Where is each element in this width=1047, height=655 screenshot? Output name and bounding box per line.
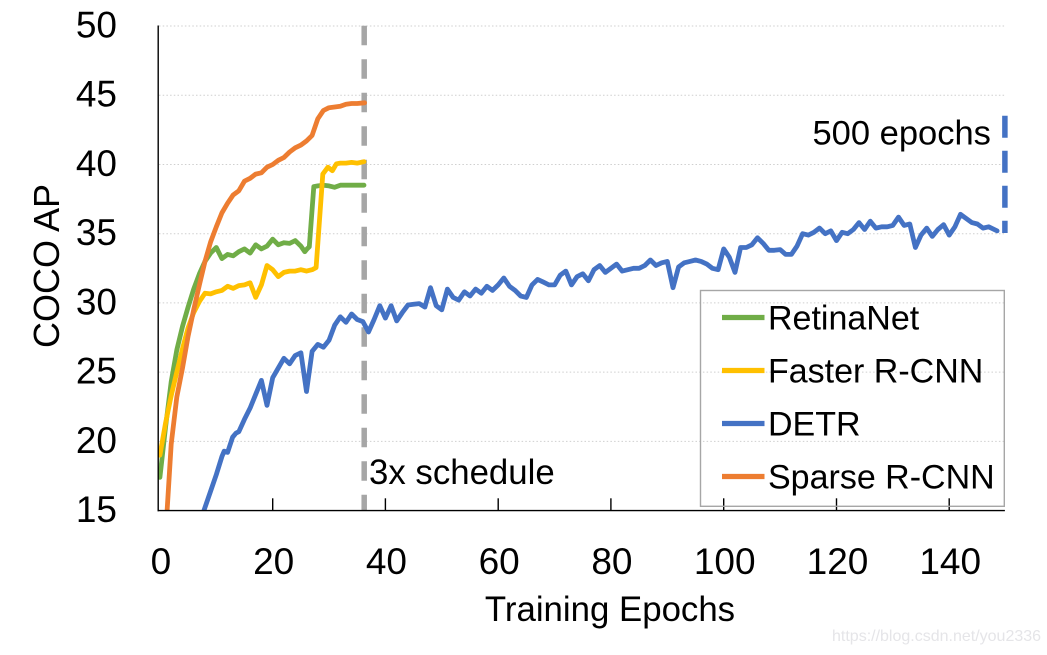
svg-text:https://blog.csdn.net/you2336: https://blog.csdn.net/you2336 (832, 628, 1041, 645)
svg-text:60: 60 (479, 541, 520, 582)
svg-text:RetinaNet: RetinaNet (768, 300, 920, 338)
svg-text:45: 45 (76, 74, 117, 115)
svg-text:Training Epochs: Training Epochs (485, 590, 735, 629)
svg-text:140: 140 (919, 541, 981, 582)
svg-text:35: 35 (76, 212, 117, 253)
svg-text:25: 25 (76, 351, 117, 392)
svg-text:COCO AP: COCO AP (26, 184, 67, 348)
svg-text:20: 20 (76, 420, 117, 461)
svg-text:15: 15 (76, 489, 117, 530)
svg-text:Faster R-CNN: Faster R-CNN (768, 353, 983, 391)
svg-text:100: 100 (694, 541, 756, 582)
svg-text:0: 0 (151, 541, 172, 582)
svg-text:50: 50 (76, 4, 117, 45)
svg-text:40: 40 (366, 541, 407, 582)
svg-text:40: 40 (76, 143, 117, 184)
svg-text:30: 30 (76, 281, 117, 322)
svg-text:80: 80 (591, 541, 632, 582)
svg-text:120: 120 (807, 541, 869, 582)
svg-text:Sparse R-CNN: Sparse R-CNN (768, 459, 995, 497)
svg-text:500 epochs: 500 epochs (813, 115, 991, 153)
svg-text:3x schedule: 3x schedule (369, 453, 555, 492)
svg-text:20: 20 (253, 541, 294, 582)
svg-text:DETR: DETR (768, 406, 861, 444)
